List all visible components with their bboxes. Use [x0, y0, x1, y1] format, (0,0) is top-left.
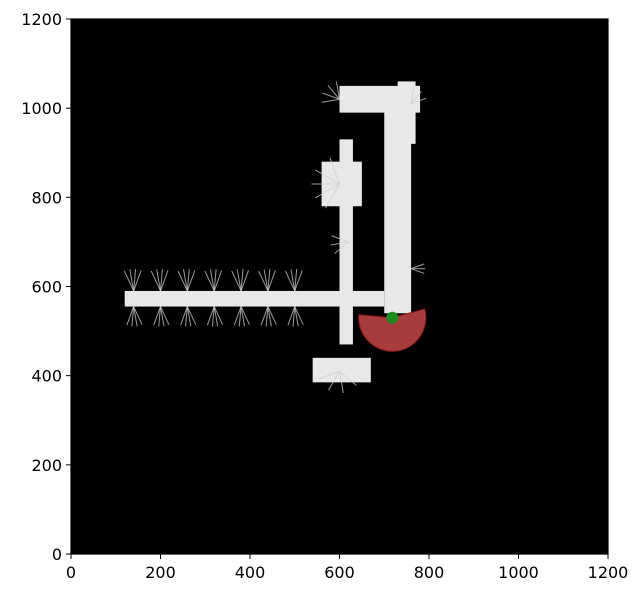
scan-ray: [160, 270, 169, 292]
scan-rays: [123, 81, 427, 393]
scan-ray: [177, 270, 188, 292]
scan-ray: [240, 268, 244, 292]
scan-ray: [315, 183, 340, 199]
scan-ray: [236, 269, 242, 292]
y-tick-label: 200: [31, 456, 62, 475]
scan-ray: [267, 306, 272, 327]
scan-ray: [410, 87, 415, 104]
x-tick-label: 400: [235, 563, 266, 582]
scan-ray: [410, 263, 425, 270]
y-tick-label: 800: [31, 188, 62, 207]
scan-ray: [240, 270, 250, 292]
scan-ray: [211, 306, 215, 327]
scan-ray: [315, 169, 340, 185]
x-tick-label: 600: [324, 563, 355, 582]
scan-ray: [129, 269, 135, 292]
scan-ray: [328, 370, 340, 391]
scan-ray: [231, 270, 242, 292]
scan-ray: [213, 270, 223, 292]
scan-ray: [284, 270, 296, 292]
scan-ray: [331, 235, 349, 243]
scan-ray: [334, 241, 349, 254]
scan-ray: [318, 370, 340, 380]
y-tick-label: 600: [31, 278, 62, 297]
scan-ray: [186, 306, 197, 325]
scan-ray: [335, 81, 340, 100]
scan-ray: [186, 270, 196, 292]
scan-ray: [204, 270, 215, 292]
scan-ray: [123, 270, 135, 292]
robot-position-marker: [386, 311, 399, 324]
scan-ray: [265, 306, 269, 327]
scan-ray: [321, 98, 340, 103]
explored-region-lower-room: [312, 357, 371, 383]
scan-ray: [213, 306, 219, 327]
y-tick-label: 1000: [21, 99, 62, 118]
scan-ray: [209, 269, 215, 292]
scan-ray: [160, 306, 170, 325]
scan-ray: [292, 306, 296, 327]
scan-ray: [327, 85, 340, 100]
scan-ray: [240, 306, 250, 325]
scan-ray: [150, 270, 161, 292]
scan-ray: [287, 306, 296, 326]
explored-region-horizontal-corridor: [124, 290, 385, 307]
scan-ray: [294, 268, 298, 292]
scan-ray: [185, 306, 188, 327]
sensor-field-of-view: [358, 308, 427, 352]
scan-ray: [294, 270, 303, 292]
scan-ray: [213, 306, 224, 325]
scan-ray: [126, 306, 135, 326]
x-tick-label: 200: [145, 563, 176, 582]
scan-ray: [339, 371, 344, 393]
scan-ray: [325, 183, 340, 209]
scan-ray: [258, 270, 269, 292]
scan-ray: [410, 268, 425, 274]
scan-ray: [294, 306, 304, 325]
scan-ray: [410, 91, 422, 105]
scan-ray: [158, 306, 161, 327]
y-axis: 0 200 400 600 800 1000 1200: [21, 10, 71, 564]
scan-ray: [240, 306, 246, 327]
scan-ray: [131, 306, 135, 327]
scan-ray: [238, 306, 242, 327]
scan-ray: [160, 306, 165, 327]
scan-ray: [186, 268, 190, 292]
scan-ray: [267, 270, 276, 292]
scan-ray: [156, 269, 161, 292]
scan-ray: [263, 269, 269, 292]
scan-ray: [233, 306, 242, 326]
y-tick-label: 1200: [21, 10, 62, 29]
scan-ray: [183, 269, 188, 292]
x-tick-label: 0: [66, 563, 76, 582]
scan-ray: [133, 306, 143, 325]
scan-ray: [267, 268, 271, 292]
y-tick-label: 0: [52, 545, 62, 564]
scan-ray: [330, 241, 349, 246]
scan-ray: [133, 270, 142, 292]
scan-ray: [290, 269, 296, 292]
scan-ray: [339, 370, 357, 386]
scan-ray: [133, 268, 137, 292]
x-tick-label: 800: [414, 563, 445, 582]
x-tick-label: 1200: [588, 563, 629, 582]
scan-ray: [294, 306, 299, 327]
scan-ray: [410, 97, 427, 105]
scan-ray: [329, 157, 340, 185]
scan-ray: [133, 306, 138, 327]
scan-ray: [213, 268, 217, 292]
scan-ray: [322, 92, 340, 100]
scan-ray: [260, 306, 269, 326]
x-tick-label: 1000: [498, 563, 539, 582]
scan-ray: [267, 306, 277, 325]
scan-ray: [153, 306, 161, 326]
explored-region-top-right-stub: [397, 81, 416, 144]
scan-ray: [180, 306, 188, 326]
scan-ray: [160, 268, 163, 292]
y-tick-label: 400: [31, 367, 62, 386]
scan-ray: [186, 306, 192, 327]
scan-ray: [206, 306, 215, 326]
x-axis: 0 200 400 600 800 1000 1200: [66, 554, 628, 582]
